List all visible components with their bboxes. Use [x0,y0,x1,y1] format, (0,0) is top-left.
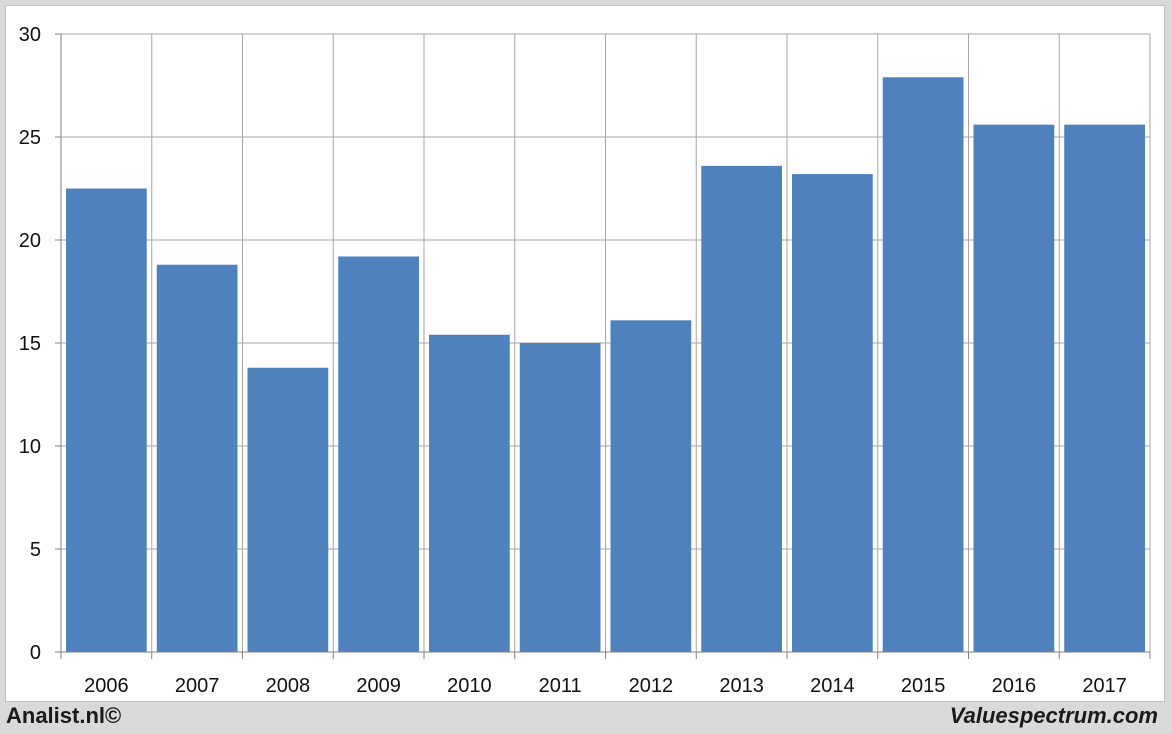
y-tick-label: 0 [30,642,41,664]
x-tick-label: 2016 [992,675,1037,697]
bar-2017 [1064,124,1145,652]
y-tick-label: 5 [30,539,41,561]
y-tick-labels: 0 5 10 15 20 25 30 [19,24,41,664]
bar-2006 [66,188,147,652]
x-tick-label: 2010 [447,675,492,697]
x-tick-label: 2008 [266,675,311,697]
x-tick-label: 2009 [356,675,401,697]
x-tick-label: 2014 [810,675,855,697]
bar-2012 [610,320,692,652]
x-tick-label: 2015 [901,675,946,697]
bar-2008 [247,367,329,652]
bar-2013 [701,165,782,652]
x-tick-label: 2012 [629,675,674,697]
bar-2015 [882,77,964,652]
x-tick-labels: 2006 2007 2008 2009 2010 2011 2012 2013 2014 2015… [84,675,1127,697]
bar-2010 [429,334,510,652]
bar-2009 [338,256,419,652]
x-tick-label: 2017 [1082,675,1127,697]
bar-2011 [519,343,601,652]
bar-2016 [973,124,1055,652]
x-tick-label: 2007 [175,675,220,697]
y-tick-label: 25 [19,127,41,149]
bar-2007 [156,264,238,652]
y-tick-label: 20 [19,230,41,252]
x-tick-label: 2011 [539,675,582,697]
footer-right-brand: Valuespectrum.com [949,703,1158,728]
x-tick-label: 2006 [84,675,129,697]
x-tick-label: 2013 [719,675,764,697]
y-tick-label: 15 [19,333,41,355]
bar-2014 [792,174,873,652]
axes [55,33,1151,659]
footer-left-brand: Analist.nl© [6,703,122,728]
bars [66,77,1145,652]
y-tick-label: 30 [19,24,41,46]
y-tick-label: 10 [19,436,41,458]
